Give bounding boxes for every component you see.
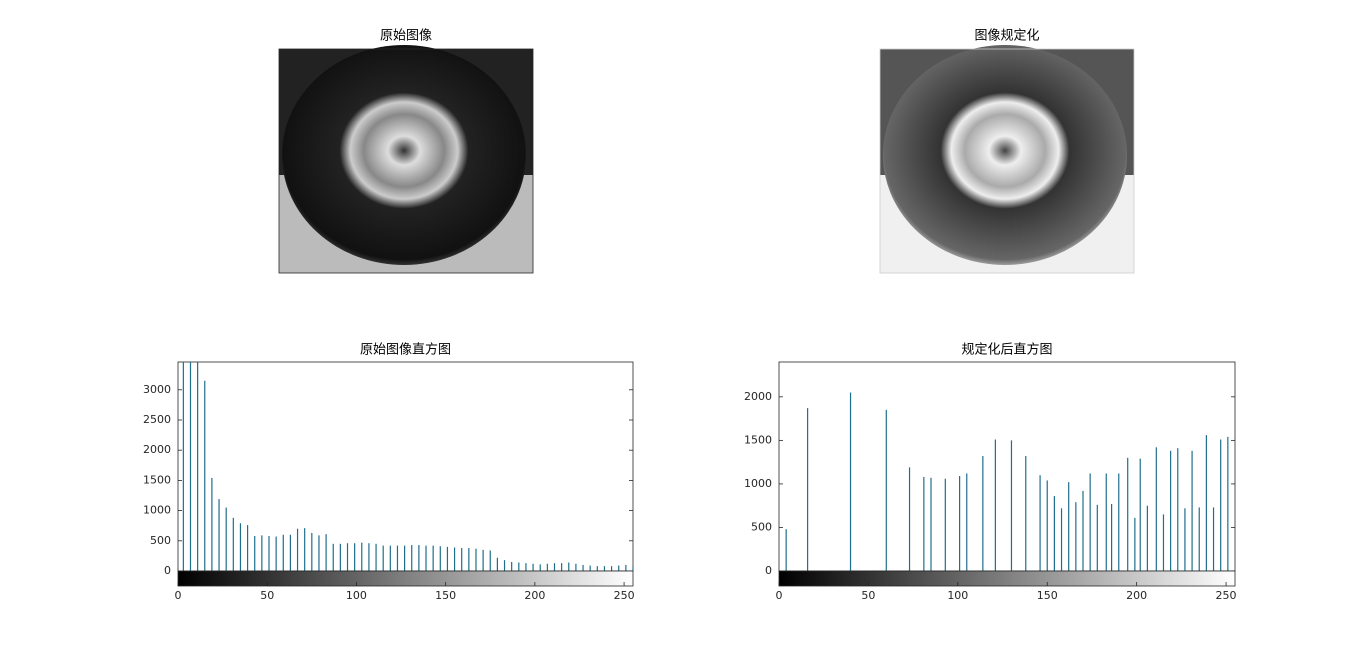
y-tick-label: 0 [765,564,772,577]
x-tick-label: 0 [175,589,182,602]
y-tick-label: 3000 [143,383,171,396]
y-tick-label: 0 [164,564,171,577]
y-tick-label: 2000 [143,443,171,456]
x-tick-label: 150 [1037,589,1058,602]
x-tick-label: 50 [861,589,875,602]
x-tick-label: 100 [346,589,367,602]
stems [182,362,633,571]
chart-title: 原始图像直方图 [360,342,451,358]
x-tick-label: 50 [260,589,274,602]
x-tick-label: 100 [947,589,968,602]
y-tick-label: 2500 [143,413,171,426]
plot-area [177,361,634,572]
image-title: 图像规定化 [974,29,1039,44]
y-tick-label: 1000 [744,477,772,490]
x-tick-label: 250 [1216,589,1237,602]
y-tick-label: 500 [150,534,171,547]
y-tick-label: 2000 [744,390,772,403]
chart-title: 规定化后直方图 [961,342,1052,358]
plot-area [778,361,1236,572]
histogram: 原始图像直方图 0 500 1000 1500 2000 2500 3000 0 50 100 150… [143,342,635,603]
x-tick-label: 150 [435,589,456,602]
colorbar [778,570,1236,587]
image-specified [879,45,1135,274]
image-original [278,45,534,274]
x-tick-label: 200 [1126,589,1147,602]
y-tick-label: 1500 [143,473,171,486]
x-tick-label: 250 [614,589,635,602]
stems [785,392,1229,571]
y-tick-label: 1000 [143,504,171,517]
y-tick-label: 1500 [744,433,772,446]
colorbar [177,570,634,587]
x-tick-label: 200 [524,589,545,602]
image-title: 原始图像 [380,29,432,44]
histogram: 规定化后直方图 0 500 1000 1500 2000 0 50 100 150 200 250 [744,342,1237,603]
y-tick-label: 500 [751,520,772,533]
x-tick-label: 0 [776,589,783,602]
